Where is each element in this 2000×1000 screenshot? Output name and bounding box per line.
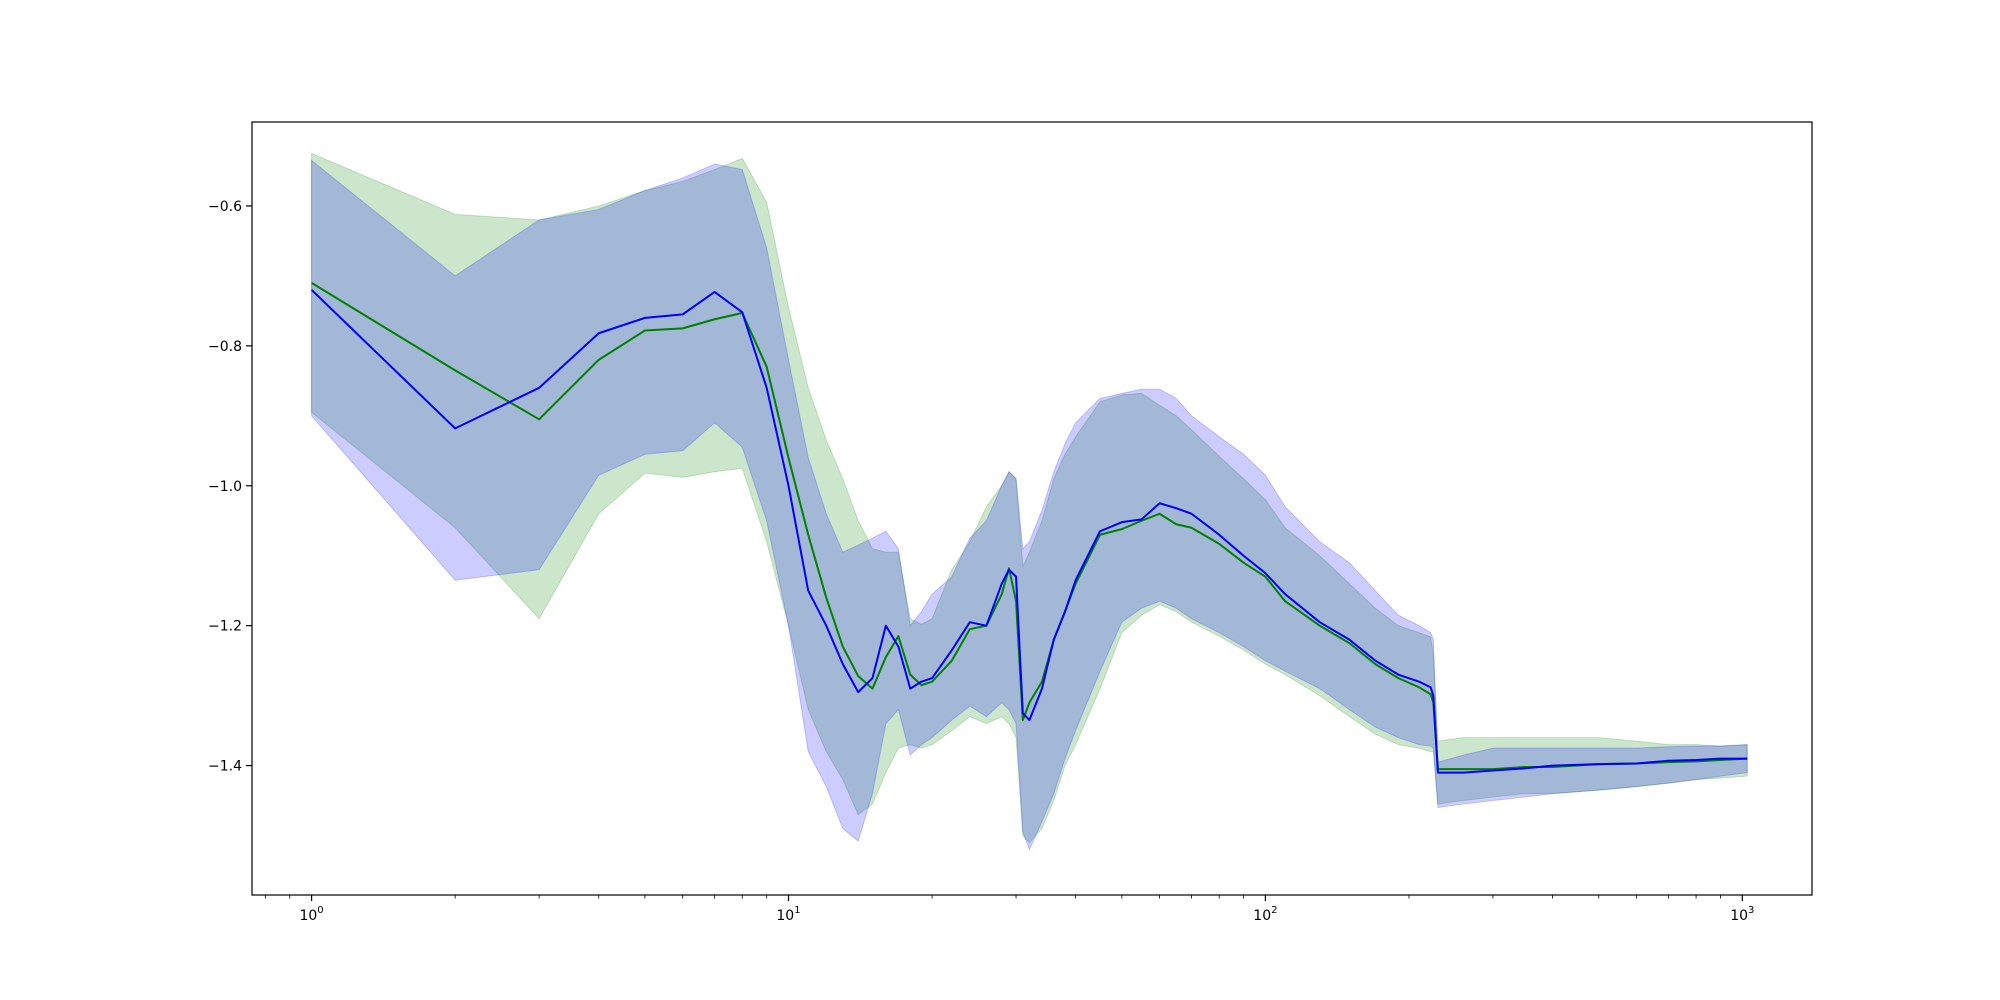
x-tick-label: 102 [1253,905,1277,924]
plot-frame [251,121,1813,896]
confidence-bands [311,152,1748,851]
y-tick-label: −1.2 [208,619,242,635]
y-tick-label: −0.8 [208,339,242,355]
band-series-2 [311,159,1748,851]
x-tick-label: 101 [776,905,800,924]
y-tick-label: −0.6 [208,199,242,215]
x-tick-label: 103 [1730,905,1754,924]
y-tick-label: −1.0 [208,479,242,495]
series-lines [310,282,1748,774]
axes: −0.6 −0.8 −1.0 −1.2 −1.4 100 101 102 103 [208,121,1813,924]
y-tick-label: −1.4 [208,759,242,775]
band-series-1 [311,152,1748,844]
line-series-2 [310,289,1748,774]
x-tick-label: 100 [299,905,323,924]
